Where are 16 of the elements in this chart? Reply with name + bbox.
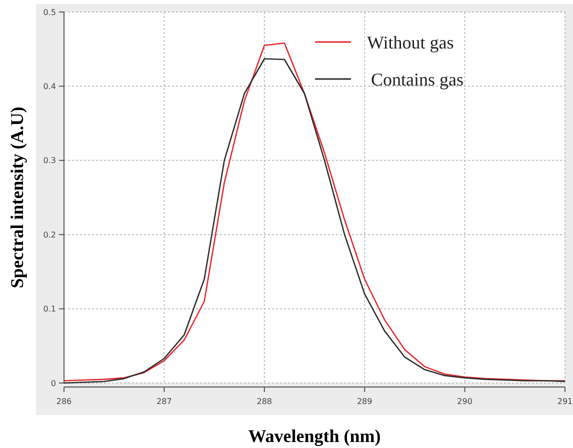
- y-tick-label: 0.2: [43, 230, 56, 240]
- y-tick-label: 0.1: [43, 304, 56, 314]
- x-tick-label: 287: [156, 397, 172, 406]
- legend-label: Contains gas: [371, 69, 464, 90]
- x-axis-title: Wavelength (nm): [248, 426, 381, 446]
- y-axis-title: Spectral intensity (A.U): [7, 106, 27, 288]
- x-tick-label: 289: [356, 397, 372, 406]
- x-tick-label: 291: [557, 397, 573, 406]
- y-tick-label: 0.4: [43, 82, 56, 91]
- y-tick-label: 0.3: [43, 156, 56, 166]
- x-tick-label: 286: [56, 397, 72, 406]
- y-tick-label: 0: [50, 378, 56, 388]
- y-tick-label: 0.5: [43, 8, 56, 17]
- legend-label: Without gas: [367, 32, 454, 52]
- x-tick-label: 290: [457, 397, 472, 406]
- x-tick-label: 288: [256, 397, 272, 406]
